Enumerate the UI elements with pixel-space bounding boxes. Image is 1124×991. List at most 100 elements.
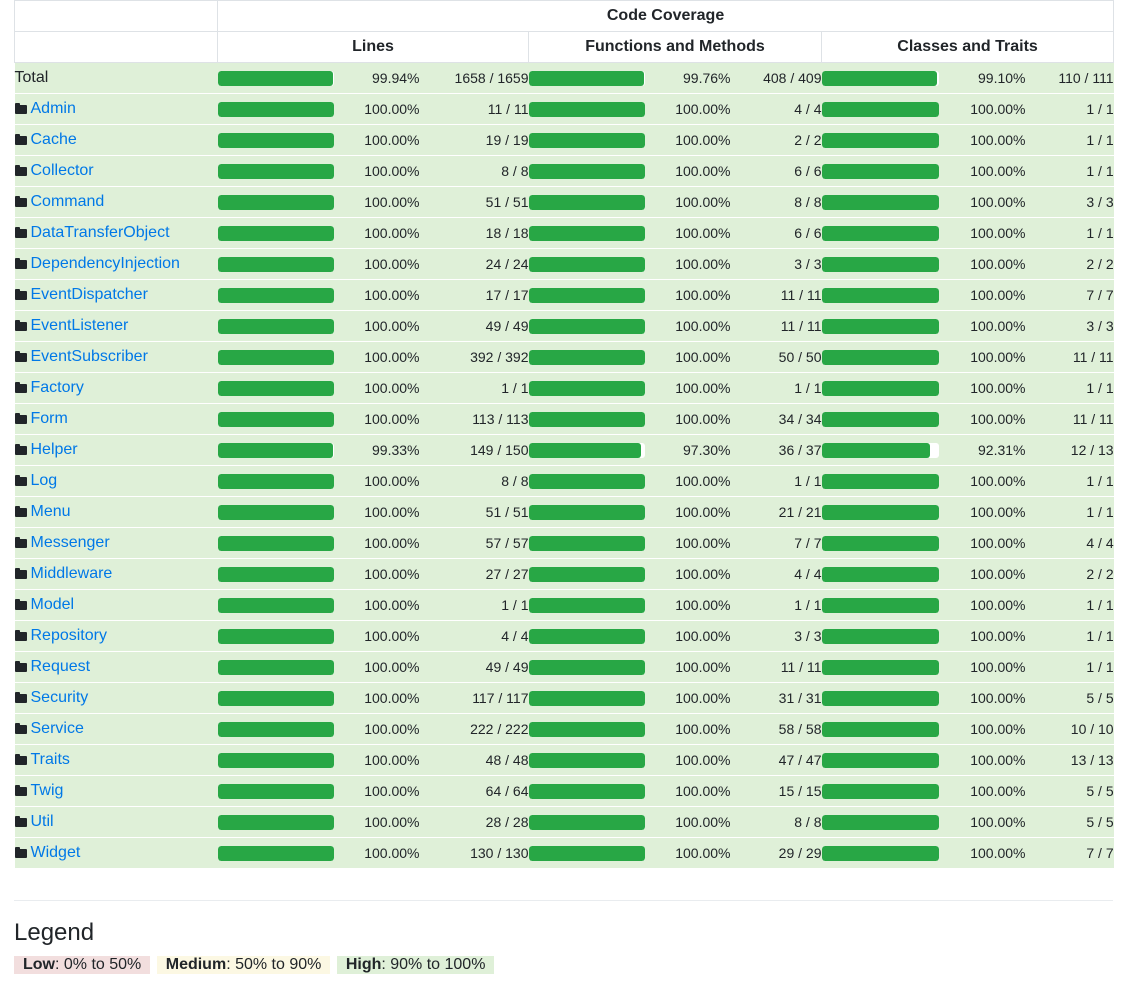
functions-percent: 100.00% <box>644 186 731 218</box>
functions-progress-bar <box>528 659 645 675</box>
directory-name-cell: Cache <box>14 124 218 156</box>
directory-link[interactable]: Widget <box>30 844 81 861</box>
directory-link[interactable]: Messenger <box>30 534 110 551</box>
table-row: Factory 100.00% 1 / 1 100.00% 1 / 1 100.00% 1 … <box>14 372 1114 404</box>
functions-bar-cell <box>528 93 645 125</box>
progress-bar-track <box>217 628 334 644</box>
directory-link[interactable]: Factory <box>30 379 84 396</box>
functions-progress-bar <box>528 783 645 799</box>
progress-bar-track <box>821 349 939 365</box>
lines-percent: 100.00% <box>333 713 420 745</box>
progress-bar-track <box>528 287 645 303</box>
classes-percent: 100.00% <box>938 651 1026 683</box>
progress-bar-track <box>821 411 939 427</box>
directory-link[interactable]: Middleware <box>30 565 113 582</box>
folder-icon <box>14 103 27 114</box>
legend-divider <box>14 900 1113 901</box>
progress-bar-track <box>821 256 939 272</box>
directory-link[interactable]: Menu <box>30 503 71 520</box>
classes-progress-bar <box>821 287 939 303</box>
directory-link[interactable]: Request <box>30 658 91 675</box>
progress-bar-track <box>821 535 939 551</box>
folder-icon <box>14 351 27 362</box>
classes-progress-bar <box>821 597 939 613</box>
classes-bar-cell <box>821 372 939 404</box>
directory-name-cell: Form <box>14 403 218 435</box>
functions-progress-bar <box>528 473 645 489</box>
functions-progress-bar <box>528 814 645 830</box>
classes-percent: 100.00% <box>938 310 1026 342</box>
progress-bar-track <box>217 845 334 861</box>
directory-link[interactable]: Collector <box>30 162 94 179</box>
lines-count: 64 / 64 <box>419 775 529 807</box>
functions-percent: 100.00% <box>644 558 731 590</box>
functions-bar-cell <box>528 496 645 528</box>
lines-percent: 100.00% <box>333 775 420 807</box>
directory-link[interactable]: Model <box>30 596 75 613</box>
header-blank-cell <box>14 0 218 32</box>
legend-medium: Medium: 50% to 90% <box>156 956 331 974</box>
progress-bar-track <box>821 752 939 768</box>
header-blank-cell <box>14 31 218 63</box>
lines-count: 222 / 222 <box>419 713 529 745</box>
directory-name-cell: DataTransferObject <box>14 217 218 249</box>
directory-name-cell: Twig <box>14 775 218 807</box>
functions-percent: 100.00% <box>644 713 731 745</box>
directory-link[interactable]: Service <box>30 720 84 737</box>
lines-progress-bar <box>217 628 334 644</box>
directory-link[interactable]: Twig <box>30 782 64 799</box>
progress-bar-track <box>821 132 939 148</box>
folder-icon <box>14 444 27 455</box>
directory-link[interactable]: Form <box>30 410 68 427</box>
total-label-text: Total <box>14 69 49 86</box>
lines-bar-cell <box>217 434 334 466</box>
lines-progress-bar <box>217 504 334 520</box>
folder-icon <box>14 568 27 579</box>
classes-count: 1 / 1 <box>1025 372 1114 404</box>
progress-bar-track <box>821 783 939 799</box>
directory-link[interactable]: Repository <box>30 627 107 644</box>
functions-progress-bar <box>528 349 645 365</box>
lines-count: 1658 / 1659 <box>419 62 529 94</box>
progress-bar-track <box>528 752 645 768</box>
progress-bar-track <box>217 504 334 520</box>
directory-link[interactable]: Cache <box>30 131 77 148</box>
directory-link[interactable]: EventSubscriber <box>30 348 148 365</box>
progress-bar-track <box>821 659 939 675</box>
directory-link[interactable]: Log <box>30 472 58 489</box>
classes-count: 1 / 1 <box>1025 93 1114 125</box>
lines-percent: 100.00% <box>333 496 420 528</box>
lines-progress-bar <box>217 256 334 272</box>
classes-progress-bar <box>821 194 939 210</box>
functions-column-header: Functions and Methods <box>528 31 822 63</box>
directory-link[interactable]: EventListener <box>30 317 129 334</box>
directory-name-cell: Admin <box>14 93 218 125</box>
lines-count: 17 / 17 <box>419 279 529 311</box>
classes-count: 1 / 1 <box>1025 217 1114 249</box>
classes-progress-bar <box>821 721 939 737</box>
directory-link[interactable]: DependencyInjection <box>30 255 180 272</box>
classes-count: 13 / 13 <box>1025 744 1114 776</box>
progress-bar-track <box>528 318 645 334</box>
directory-link[interactable]: Admin <box>30 100 76 117</box>
directory-link[interactable]: Security <box>30 689 89 706</box>
directory-link[interactable]: EventDispatcher <box>30 286 148 303</box>
directory-link[interactable]: Helper <box>30 441 78 458</box>
legend-section: Legend Low: 0% to 50% Medium: 50% to 90%… <box>14 900 1113 974</box>
classes-percent: 100.00% <box>938 527 1026 559</box>
lines-progress-bar <box>217 318 334 334</box>
functions-progress-bar <box>528 101 645 117</box>
progress-bar-track <box>821 442 939 458</box>
progress-bar-track <box>821 845 939 861</box>
directory-link[interactable]: Util <box>30 813 54 830</box>
directory-link[interactable]: DataTransferObject <box>30 224 170 241</box>
table-row: Repository 100.00% 4 / 4 100.00% 3 / 3 100.00… <box>14 620 1114 652</box>
lines-bar-cell <box>217 651 334 683</box>
table-row: Command 100.00% 51 / 51 100.00% 8 / 8 100.00%… <box>14 186 1114 218</box>
lines-bar-cell <box>217 310 334 342</box>
directory-link[interactable]: Traits <box>30 751 70 768</box>
directory-link[interactable]: Command <box>30 193 105 210</box>
classes-percent: 100.00% <box>938 155 1026 187</box>
classes-count: 3 / 3 <box>1025 186 1114 218</box>
classes-percent: 100.00% <box>938 589 1026 621</box>
